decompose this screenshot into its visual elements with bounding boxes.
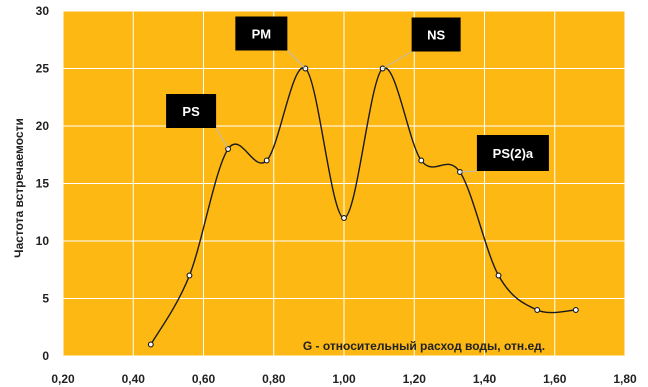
data-point xyxy=(186,272,193,279)
annotation-box xyxy=(166,94,217,128)
y-axis-title: Частота встречаемости xyxy=(12,118,26,258)
y-tick-label: 0 xyxy=(42,349,49,363)
x-tick-label: 1,60 xyxy=(543,372,567,386)
x-tick-label: 0,60 xyxy=(192,372,216,386)
x-tick-label: 0,80 xyxy=(262,372,286,386)
annotation-label: PS(2)a xyxy=(493,146,534,161)
y-tick-label: 20 xyxy=(36,119,50,133)
annotation-label: NS xyxy=(427,28,445,43)
data-point xyxy=(495,272,502,279)
y-tick-label: 30 xyxy=(36,4,50,18)
annotation-leader xyxy=(459,170,477,173)
y-tick-label: 15 xyxy=(36,177,50,191)
series xyxy=(150,67,576,345)
x-tick-label: 1,00 xyxy=(332,372,356,386)
y-tick-label: 25 xyxy=(36,62,50,76)
data-point xyxy=(147,341,154,348)
annotation-leader xyxy=(382,51,412,69)
data-point xyxy=(418,157,425,164)
y-tick-label: 5 xyxy=(42,292,49,306)
x-tick-label: 1,40 xyxy=(473,372,497,386)
series-line xyxy=(150,67,576,345)
y-tick-label: 10 xyxy=(36,234,50,248)
annotation-box xyxy=(411,17,461,52)
annotation-box xyxy=(476,135,549,171)
data-point xyxy=(572,307,579,313)
data-point xyxy=(341,215,347,221)
annotation-leader xyxy=(287,50,306,69)
annotation-box xyxy=(235,16,288,51)
x-tick-label: 1,80 xyxy=(613,372,637,386)
data-point xyxy=(263,157,270,164)
x-tick-label: 1,20 xyxy=(403,372,427,386)
data-point xyxy=(534,307,541,313)
gridlines xyxy=(62,10,626,357)
x-tick-label: 0,20 xyxy=(51,372,75,386)
annotation-label: PS xyxy=(182,104,200,119)
x-axis-title: G - относительный расход воды, отн.ед. xyxy=(303,339,545,353)
annotation-leader xyxy=(215,127,229,150)
annotation-label: PM xyxy=(252,27,272,42)
x-tick-label: 0,40 xyxy=(122,372,146,386)
tick-labels: 0 5 10 15 20 25 30 0,20 0,40 0,60 0,80 1,00 1,20 1,40… xyxy=(36,4,637,386)
annotations: PS PM NS PS(2)a xyxy=(166,16,549,173)
